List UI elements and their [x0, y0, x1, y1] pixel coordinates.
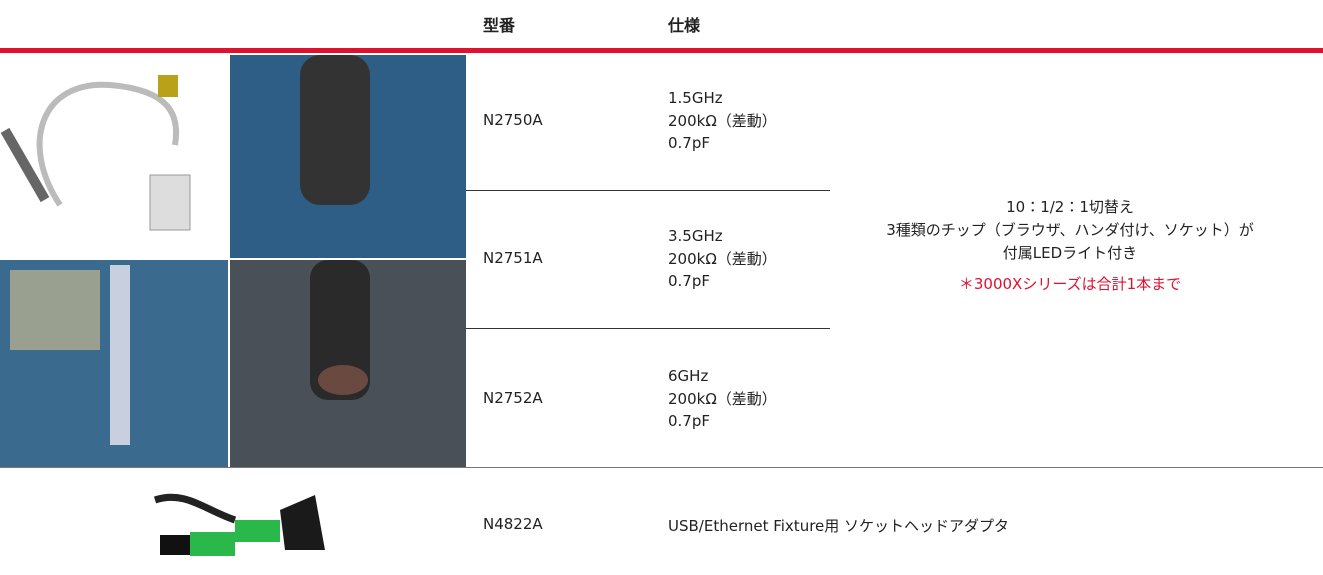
spec: 0.7pF [668, 412, 711, 430]
adapter-head [280, 495, 325, 550]
column-header: 仕様 [668, 16, 701, 35]
spec: 200kΩ（差動） [668, 389, 777, 408]
adapter-sleeve [190, 532, 235, 556]
header-rule [0, 48, 1323, 53]
row-rule [466, 328, 830, 329]
spec: 3.5GHz [668, 227, 723, 245]
description: USB/Ethernet Fixture用 ソケットヘッドアダプタ [668, 517, 1010, 535]
spec: 1.5GHz [668, 89, 723, 107]
spec: 0.7pF [668, 272, 711, 290]
spec-list: 3.5GHz 200kΩ（差動） 0.7pF [668, 225, 777, 293]
spec: 200kΩ（差動） [668, 249, 777, 268]
model: N2751A [483, 249, 543, 267]
photo-probe-body [149, 174, 191, 231]
photo-probe-tip-2 [318, 365, 368, 395]
spec: 200kΩ（差動） [668, 111, 777, 130]
adapter-cable [153, 493, 237, 524]
photo-connector [158, 75, 178, 97]
model: N4822A [483, 515, 543, 533]
shared-note: ＊3000Xシリーズは合計1本まで [958, 275, 1182, 293]
photo-probe-tip [0, 127, 50, 203]
adapter-photo [153, 493, 325, 556]
photo-probe-head-2 [310, 260, 370, 400]
spec: 6GHz [668, 367, 709, 385]
photo-cable-2 [110, 265, 130, 445]
adapter-sleeve [235, 520, 280, 542]
probe-photos [0, 55, 466, 468]
spec: 0.7pF [668, 134, 711, 152]
photo-cable [36, 81, 180, 207]
model: N2750A [483, 111, 543, 129]
model: N2752A [483, 389, 543, 407]
section-rule [0, 467, 1323, 468]
feature: 3種類のチップ（ブラウザ、ハンダ付け、ソケット）が [886, 221, 1254, 239]
feature: 付属LEDライト付き [1002, 244, 1138, 262]
spec-list: 6GHz 200kΩ（差動） 0.7pF [668, 365, 777, 433]
adapter-plug [160, 535, 190, 555]
spec-list: 1.5GHz 200kΩ（差動） 0.7pF [668, 87, 777, 155]
photo-probe-head [300, 55, 370, 205]
shared-features: 10：1/2：1切替え 3種類のチップ（ブラウザ、ハンダ付け、ソケット）が 付属… [820, 196, 1320, 296]
photo-chip [10, 270, 100, 350]
row-rule [466, 190, 830, 191]
feature: 10：1/2：1切替え [1006, 198, 1134, 216]
column-header: 型番 [483, 16, 516, 35]
